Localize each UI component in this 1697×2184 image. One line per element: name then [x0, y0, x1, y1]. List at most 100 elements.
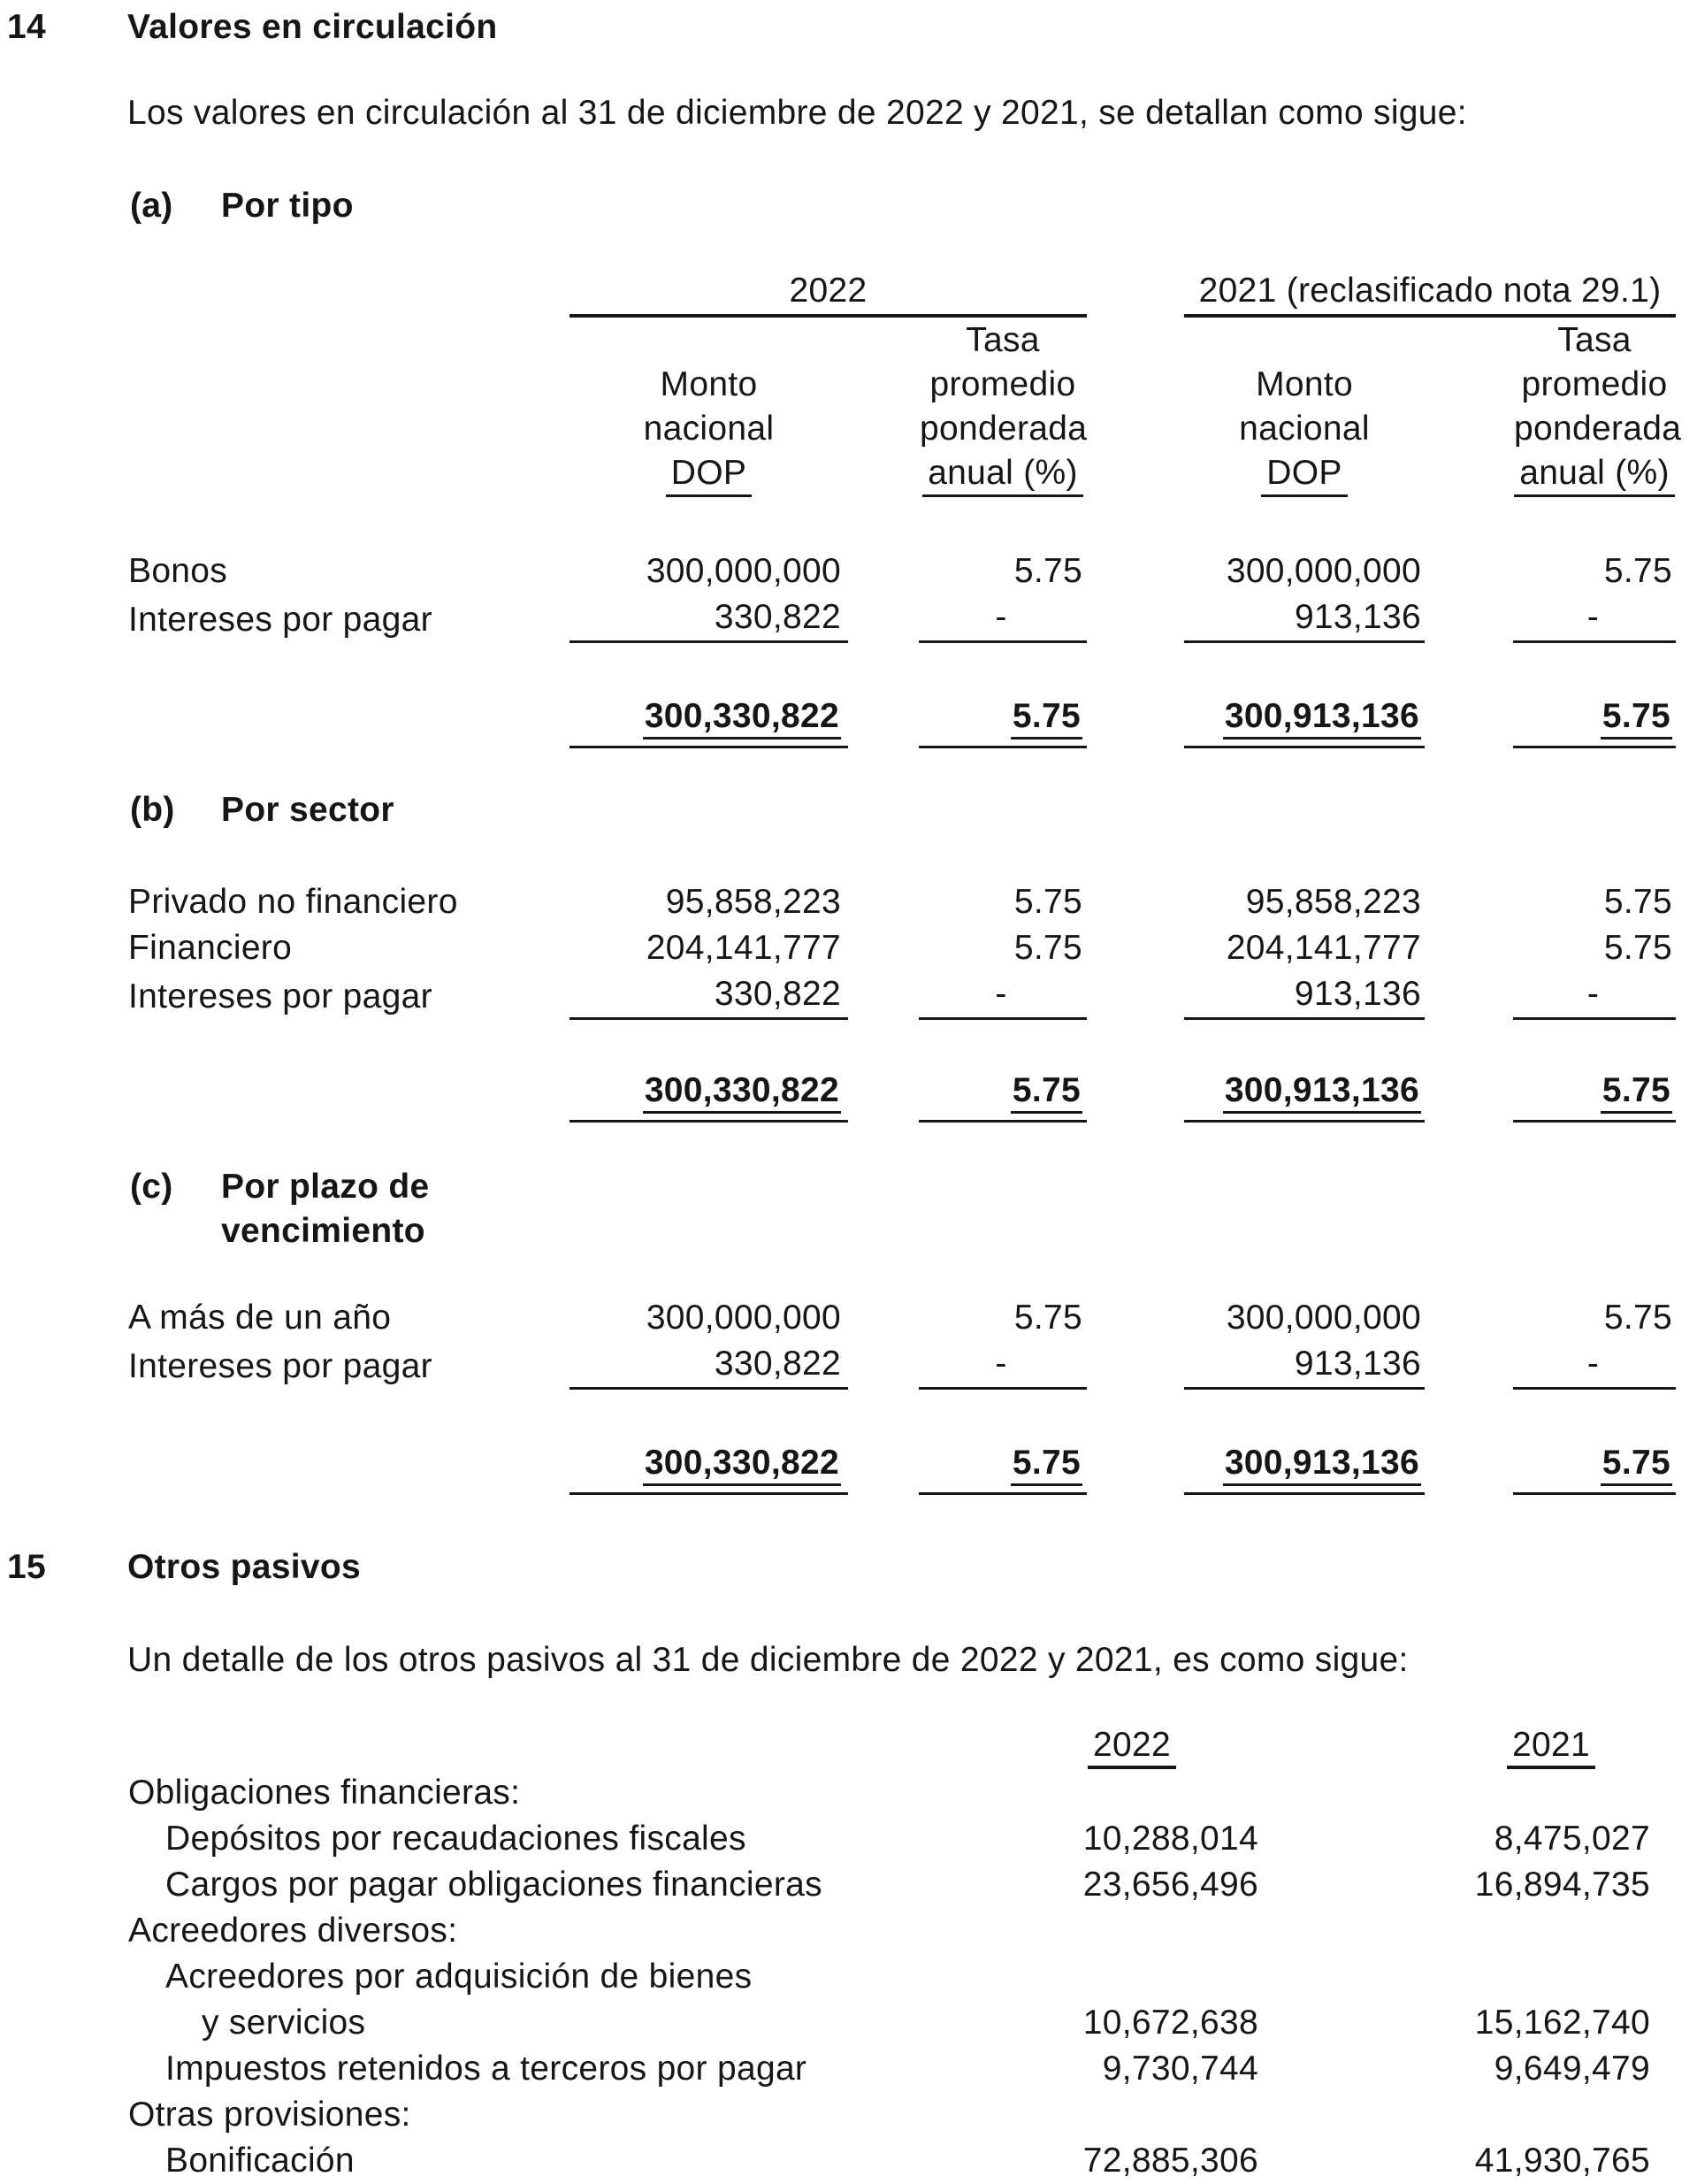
spacer-cell: [127, 1390, 1676, 1440]
subsection-c-heading: (c) Por plazo de vencimiento: [130, 1165, 1697, 1253]
column-header-tasa-2021: Tasa promedio ponderada anual (%): [1513, 318, 1681, 498]
subsection-a-heading: (a) Por tipo: [130, 184, 1697, 228]
total-monto-2022: 300,330,822: [569, 1068, 848, 1123]
tasa-2022-value: 5.75: [1013, 552, 1083, 590]
column-header-2021: 2021: [1265, 1722, 1656, 1770]
column-header-tasa-2022: Tasa promedio ponderada anual (%): [919, 318, 1087, 498]
spacer-cell: [127, 643, 1676, 694]
monto-2021-value: 204,141,777: [1226, 929, 1421, 967]
spacer-cell: [1087, 268, 1184, 318]
monto-2022-value: 300,000,000: [646, 552, 841, 590]
row-label: Depósitos por recaudaciones fiscales: [165, 1820, 746, 1858]
monto-2021-value: 913,136: [1184, 971, 1425, 1020]
value-2021: [1265, 1954, 1656, 2000]
total-row: 300,330,822 5.75 300,913,136 5.75: [127, 694, 1677, 748]
spacer-cell: [848, 971, 919, 1020]
spacer-cell: [1425, 548, 1513, 594]
total-row: 300,330,822 5.75 300,913,136 5.75: [127, 1068, 1676, 1123]
subsection-title: Por sector: [221, 791, 394, 829]
value-2022: [929, 2092, 1265, 2138]
monto-2022-value: 300,000,000: [646, 1299, 841, 1337]
total-monto-2022: 300,330,822: [569, 1440, 848, 1495]
spacer-cell: [1087, 925, 1184, 971]
section-number: 15: [7, 1548, 46, 1586]
spacer-cell: [1425, 1440, 1513, 1495]
table-header-row: 2022 2021: [127, 1722, 1656, 1770]
header-line: Tasa: [1557, 321, 1632, 359]
header-line: ponderada: [920, 410, 1088, 448]
subsection-b-heading: (b) Por sector: [130, 788, 1697, 832]
section-14-intro: Los valores en circulación al 31 de dici…: [127, 94, 1467, 132]
row-label: Obligaciones financieras:: [128, 1774, 521, 1812]
document-page: 14 Valores en circulación Los valores en…: [0, 5, 1697, 2184]
row-label: Intereses por pagar: [128, 977, 432, 1015]
spacer-cell: [127, 1068, 569, 1123]
spacer-cell: [848, 1440, 919, 1495]
table-row: 2022 2021 (reclasificado nota 29.1): [127, 268, 1677, 318]
spacer-cell: [1425, 971, 1513, 1020]
subsection-title-line2: vencimiento: [221, 1212, 425, 1250]
row-label: Bonos: [128, 552, 228, 590]
monto-2022-value: 95,858,223: [665, 883, 841, 921]
spacer-cell: [848, 1068, 919, 1123]
tasa-2021-value: 5.75: [1603, 883, 1672, 921]
table-row: y servicios 10,672,638 15,162,740: [127, 2000, 1656, 2046]
value-2021: 8,475,027: [1494, 1820, 1650, 1858]
value-2021: 41,930,765: [1474, 2142, 1650, 2180]
monto-2022-value: 330,822: [569, 594, 848, 643]
subsection-marker: (a): [130, 187, 173, 225]
spacer-cell: [127, 318, 569, 498]
total-monto-2021: 300,913,136: [1184, 694, 1426, 748]
row-label: Intereses por pagar: [128, 601, 432, 639]
spacer-cell: [848, 694, 919, 748]
value-2022: [929, 1954, 1265, 2000]
spacer-cell: [848, 1341, 919, 1390]
row-label: Otras provisiones:: [128, 2096, 411, 2134]
value-2022: 9,730,744: [1102, 2050, 1258, 2088]
subsection-title-line1: Por plazo de: [221, 1168, 430, 1206]
table-row: Privado no financiero 95,858,223 5.75 95…: [127, 879, 1676, 925]
monto-2021-value: 913,136: [1184, 1341, 1425, 1390]
total-tasa-2022: 5.75: [919, 694, 1088, 748]
monto-2021-value: 300,000,000: [1226, 1299, 1421, 1337]
year-group-2021: 2021 (reclasificado nota 29.1): [1184, 268, 1677, 318]
row-label: y servicios: [202, 2004, 366, 2042]
tasa-2021-value: -: [1513, 1341, 1676, 1390]
monto-2022-value: 330,822: [569, 971, 848, 1020]
row-label: Acreedores diversos:: [128, 1912, 458, 1950]
total-tasa-2022: 5.75: [919, 1068, 1087, 1123]
spacer-cell: [1425, 879, 1513, 925]
por-tipo-table: 2022 2021 (reclasificado nota 29.1) Mont…: [127, 268, 1681, 748]
tasa-2021-value: -: [1513, 971, 1676, 1020]
table-row: Acreedores por adquisición de bienes: [127, 1954, 1656, 2000]
row-label: Privado no financiero: [128, 883, 458, 921]
row-label: Cargos por pagar obligaciones financiera…: [165, 1866, 822, 1904]
subsection-title: Por tipo: [221, 187, 354, 225]
total-tasa-2022: 5.75: [919, 1440, 1087, 1495]
value-2022: [929, 1770, 1265, 1816]
spacer-cell: [1087, 594, 1184, 643]
section-title: Valores en circulación: [127, 8, 498, 46]
spacer-cell: [1087, 1440, 1184, 1495]
value-2022: 72,885,306: [1082, 2142, 1258, 2180]
spacer-cell: [127, 1440, 569, 1495]
spacer-cell: [1425, 1341, 1513, 1390]
row-label: Bonificación: [165, 2142, 355, 2180]
section-14-heading: 14 Valores en circulación: [0, 5, 1697, 50]
value-2021: 9,649,479: [1494, 2050, 1650, 2088]
tasa-2022-value: 5.75: [1013, 1299, 1082, 1337]
spacer-cell: [848, 548, 919, 594]
spacer-cell: [848, 594, 919, 643]
monto-2021-value: 300,000,000: [1226, 552, 1422, 590]
header-line: Tasa: [966, 321, 1040, 359]
tasa-2022-value: -: [919, 971, 1087, 1020]
monto-2022-value: 204,141,777: [646, 929, 841, 967]
value-2021: [1265, 1908, 1656, 1954]
column-header-monto-2022: Monto nacional DOP: [569, 318, 848, 498]
otros-pasivos-table: 2022 2021 Obligaciones financieras: Depó…: [127, 1722, 1656, 2184]
column-header-monto-2021: Monto nacional DOP: [1184, 318, 1425, 498]
table-row: Acreedores diversos:: [127, 1908, 1656, 1954]
total-tasa-2021: 5.75: [1513, 1068, 1676, 1123]
header-line: promedio: [929, 365, 1076, 403]
table-row: Impuestos retenidos a terceros por pagar…: [127, 2046, 1656, 2092]
